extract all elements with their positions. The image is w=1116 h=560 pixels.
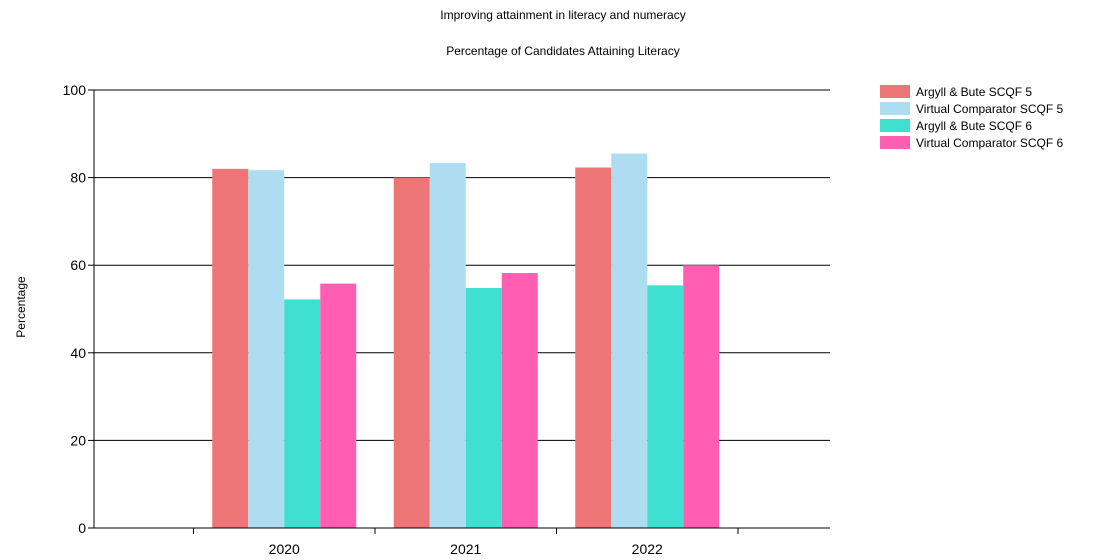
bar bbox=[611, 153, 648, 528]
legend-swatch bbox=[880, 102, 910, 115]
bar bbox=[429, 163, 466, 528]
bar bbox=[501, 273, 538, 528]
bar bbox=[212, 168, 249, 528]
x-tick-label: 2022 bbox=[632, 541, 663, 557]
bar bbox=[647, 285, 684, 528]
chart-title: Improving attainment in literacy and num… bbox=[440, 8, 686, 22]
x-tick-label: 2021 bbox=[450, 541, 481, 557]
bar bbox=[393, 177, 430, 528]
bar bbox=[465, 287, 502, 528]
legend-swatch bbox=[880, 85, 910, 98]
x-tick-label: 2020 bbox=[269, 541, 300, 557]
y-tick-label: 40 bbox=[70, 345, 86, 361]
legend-swatch bbox=[880, 136, 910, 149]
chart-subtitle: Percentage of Candidates Attaining Liter… bbox=[446, 44, 680, 58]
legend: Argyll & Bute SCQF 5 Virtual Comparator … bbox=[880, 83, 1063, 151]
bar bbox=[248, 170, 285, 529]
legend-label: Virtual Comparator SCQF 6 bbox=[916, 135, 1064, 150]
legend-label: Argyll & Bute SCQF 5 bbox=[916, 84, 1033, 99]
legend-swatch bbox=[880, 119, 910, 132]
bar bbox=[284, 299, 321, 528]
y-tick-label: 60 bbox=[70, 257, 86, 273]
legend-label: Argyll & Bute SCQF 6 bbox=[916, 118, 1033, 133]
y-tick-label: 100 bbox=[63, 82, 87, 98]
bar bbox=[683, 265, 720, 528]
y-tick-label: 20 bbox=[70, 432, 86, 448]
legend-label: Virtual Comparator SCQF 5 bbox=[916, 101, 1064, 116]
y-tick-label: 80 bbox=[70, 170, 86, 186]
bar bbox=[575, 167, 612, 528]
legend-item: Virtual Comparator SCQF 5 bbox=[880, 100, 1063, 117]
legend-item: Argyll & Bute SCQF 5 bbox=[880, 83, 1063, 100]
y-tick-label: 0 bbox=[78, 520, 86, 536]
bar bbox=[320, 283, 357, 528]
legend-item: Argyll & Bute SCQF 6 bbox=[880, 117, 1063, 134]
legend-item: Virtual Comparator SCQF 6 bbox=[880, 134, 1063, 151]
